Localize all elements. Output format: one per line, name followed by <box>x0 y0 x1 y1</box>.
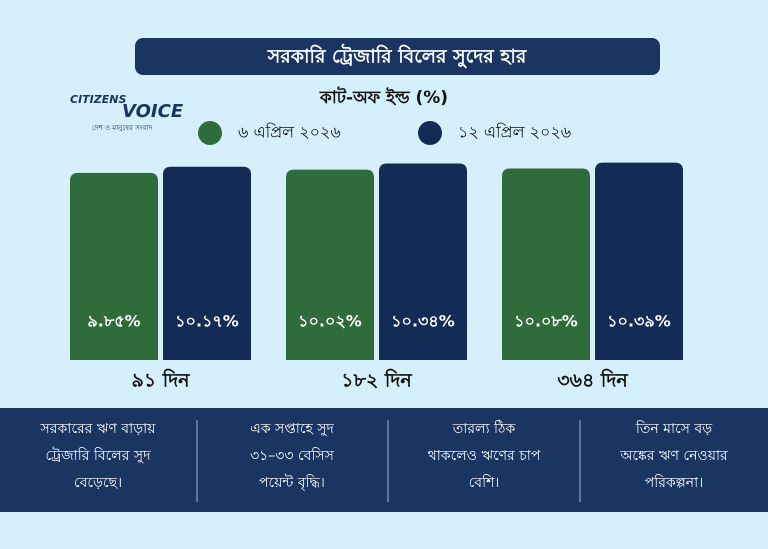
notes-band <box>0 408 768 512</box>
category-label: ১৮২ দিন <box>341 369 412 392</box>
logo-bottom: VOICE <box>122 101 184 122</box>
note-line: বেড়েছে। <box>74 475 122 491</box>
value-label: ৯.৮৫% <box>87 312 140 331</box>
note-line: পয়েন্ট বৃদ্ধি। <box>259 474 325 491</box>
note-line: এক সপ্তাহে সুদ <box>250 421 334 437</box>
value-label: ১০.১৭% <box>175 312 239 331</box>
category-label: ৩৬৪ দিন <box>557 369 628 392</box>
title-box <box>135 38 660 75</box>
value-label: ১০.০৮% <box>514 312 578 331</box>
value-label: ১০.৩৪% <box>391 312 455 331</box>
note-line: অঙ্কের ঋণ নেওয়ার <box>619 448 728 464</box>
logo-tagline: দেশ ও মানুষের সংবাদ <box>92 124 153 132</box>
value-label: ১০.০২% <box>298 312 362 331</box>
bar <box>379 163 467 360</box>
note-line: সরকারের ঋণ বাড়ায় <box>40 421 157 437</box>
legend-swatch <box>198 121 222 145</box>
bar <box>595 162 683 360</box>
bar <box>163 166 251 360</box>
note-line: ট্রেজারি বিলের সুদ <box>46 447 152 464</box>
chart-subtitle: কাট-অফ ইল্ড (%) <box>319 86 448 108</box>
note-line: তিন মাসে বড় <box>635 420 713 437</box>
legend-swatch <box>418 121 442 145</box>
logo-top: CITIZENS <box>70 93 126 106</box>
value-label: ১০.৩৯% <box>607 312 671 331</box>
bar <box>502 168 590 360</box>
note-line: বেশি। <box>469 474 500 491</box>
chart-title: সরকারি ট্রেজারি বিলের সুদের হার <box>267 44 528 69</box>
note-line: ৩১–৩৩ বেসিস <box>250 447 335 464</box>
note-line: তারল্য ঠিক <box>452 420 516 437</box>
note-line: থাকলেও ঋণের চাপ <box>428 448 541 464</box>
legend-label: ৬ এপ্রিল ২০২৬ <box>238 123 341 142</box>
legend-label: ১২ এপ্রিল ২০২৬ <box>458 123 571 142</box>
bar <box>286 169 374 360</box>
bar <box>70 172 158 360</box>
category-label: ৯১ দিন <box>131 369 190 392</box>
note-line: পরিকল্পনা। <box>645 474 703 491</box>
